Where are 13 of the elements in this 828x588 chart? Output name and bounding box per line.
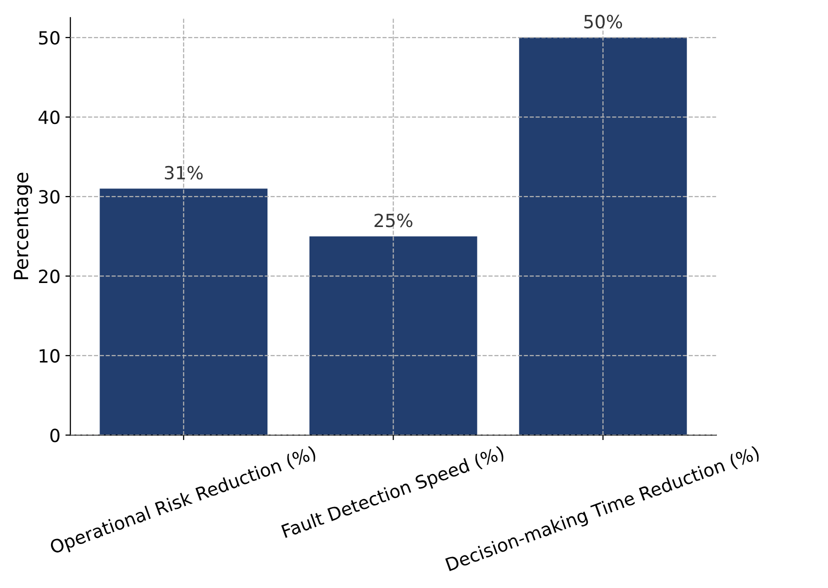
y-tick-label: 50 (39, 30, 60, 45)
y-tick-label: 0 (50, 428, 60, 442)
y-tick-label: 20 (39, 270, 60, 284)
data-label: 31% (164, 166, 203, 180)
bar (100, 188, 268, 436)
bar (519, 38, 687, 436)
y-tick-label: 10 (40, 349, 60, 363)
data-label: 50% (584, 14, 622, 28)
y-tick-label: 30 (39, 190, 60, 204)
data-label: 25% (374, 214, 412, 228)
y-axis-title: Percentage (14, 172, 32, 280)
y-tick-label: 40 (38, 110, 60, 124)
bar (309, 236, 478, 436)
